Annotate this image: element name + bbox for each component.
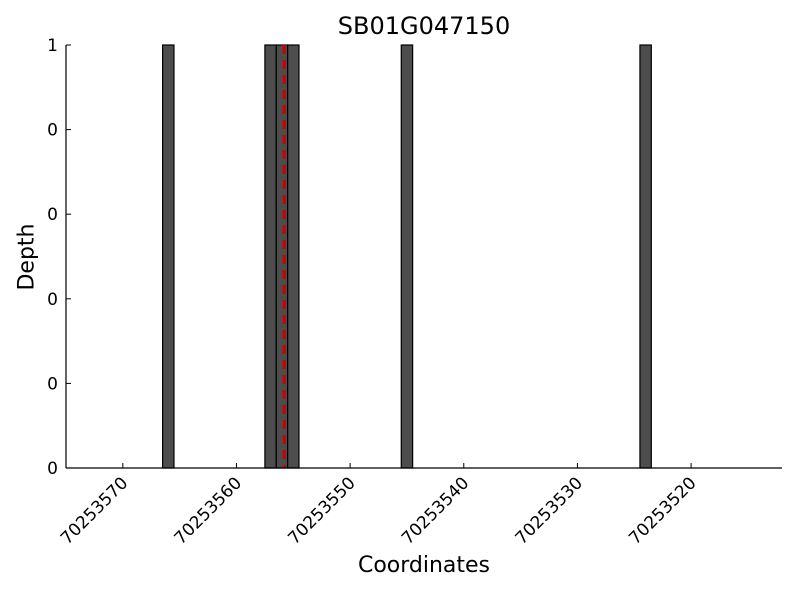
bar-group [162,44,652,469]
x-tick-label-3: 70253540 [398,473,473,548]
y-tick-label-3: 0 [47,205,58,225]
x-axis-label: Coordinates [357,553,491,578]
y-tick-label-2: 0 [47,290,58,310]
bar-4 [400,44,414,469]
x-tick-label-4: 70253530 [512,473,587,548]
y-tick-label-1: 0 [47,374,58,394]
bar-3 [287,44,300,469]
y-axis-label: Depth [14,223,40,291]
bar-5 [639,44,652,469]
x-tick-label-0: 70253570 [57,473,132,548]
x-tick-label-1: 70253560 [171,473,246,548]
axes [65,45,782,469]
bar-1 [264,44,277,469]
bar-0 [162,44,175,469]
y-tick-label-0: 0 [47,459,58,479]
x-tick-label-2: 70253550 [284,473,359,548]
x-tick-label-5: 70253520 [625,473,700,548]
bar-2 [275,44,289,469]
y-tick-label-5: 1 [47,36,58,56]
tick-group: 0 0 0 0 0 1 70253570 70253560 70253550 70253540 70… [47,36,700,549]
y-tick-label-4: 0 [47,121,58,141]
chart-title: SB01G047150 [337,12,511,40]
